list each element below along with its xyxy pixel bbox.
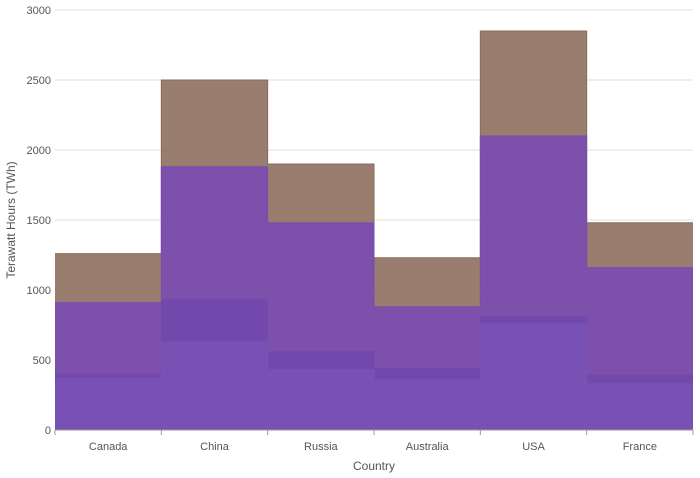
series-3-step-canada <box>55 374 161 375</box>
series-4-step-france <box>587 384 693 385</box>
axes: 0 500 1000 1500 2000 2500 3000 Canada China Russi… <box>27 5 694 453</box>
series-2-step-usa <box>480 136 586 137</box>
series-3-step-australia <box>374 368 480 369</box>
series-1-step-france <box>587 223 693 224</box>
series-areas <box>55 30 693 430</box>
series-1-step-china <box>161 80 267 81</box>
y-tick-label: 2500 <box>27 75 51 87</box>
series-line-4 <box>55 323 693 385</box>
x-axis-title: Country <box>353 459 395 473</box>
series-2-step-china <box>161 167 267 168</box>
x-tick-label: Canada <box>89 441 128 453</box>
series-4-step-china <box>161 342 267 343</box>
series-4-step-russia <box>268 370 374 371</box>
x-tick-label: USA <box>522 441 545 453</box>
x-tick-label: Australia <box>406 441 450 453</box>
y-tick-label: 0 <box>45 425 51 437</box>
y-tick-label: 1500 <box>27 215 51 227</box>
series-3-step-china <box>161 300 267 301</box>
x-tick-label: China <box>200 441 230 453</box>
series-3-step-france <box>587 375 693 376</box>
series-3-step-russia <box>268 352 374 353</box>
series-4-step-usa <box>480 324 586 325</box>
series-1-step-russia <box>268 164 374 165</box>
x-tick-label: Russia <box>304 441 339 453</box>
y-tick-label: 3000 <box>27 5 51 17</box>
series-2-step-france <box>587 268 693 269</box>
series-2-step-russia <box>268 223 374 224</box>
series-line-1 <box>55 30 693 259</box>
series-4-step-australia <box>374 380 480 381</box>
series-line-2 <box>55 135 693 308</box>
x-tick-label: France <box>623 441 657 453</box>
series-2-step-canada <box>55 303 161 304</box>
series-1-step-usa <box>480 31 586 32</box>
y-tick-label: 500 <box>33 355 51 367</box>
series-3-step-usa <box>480 317 586 318</box>
series-1-step-australia <box>374 258 480 259</box>
y-tick-label: 1000 <box>27 285 51 297</box>
series-2-step-australia <box>374 307 480 308</box>
y-tick-label: 2000 <box>27 145 51 157</box>
series-1-step-canada <box>55 254 161 255</box>
y-axis-title: Terawatt Hours (TWh) <box>4 161 18 278</box>
series-4-step-canada <box>55 378 161 379</box>
